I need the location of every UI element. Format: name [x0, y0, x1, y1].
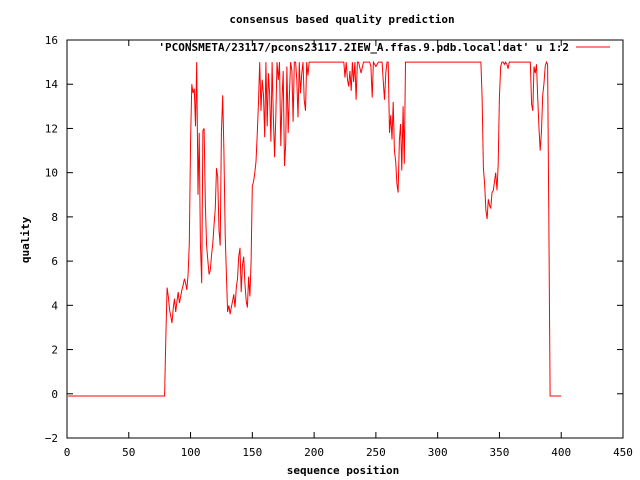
y-axis-label: quality: [19, 216, 32, 263]
chart-title: consensus based quality prediction: [229, 13, 454, 26]
x-tick-label: 250: [366, 446, 386, 459]
x-tick-label: 50: [122, 446, 135, 459]
y-tick-label: 6: [51, 255, 58, 268]
series-line: [68, 60, 562, 397]
axis-ticks: 0 50 100 150 200 250 300 350 400 450 −2 0 2 4 6 8 10 12 14…: [45, 34, 633, 459]
x-tick-label: 400: [551, 446, 571, 459]
x-tick-label: 100: [181, 446, 201, 459]
x-axis-label: sequence position: [287, 464, 400, 477]
plot-frame: [66, 39, 624, 439]
legend: 'PCONSMETA/23117/pcons23117.2IEW_A.ffas.…: [158, 41, 610, 54]
y-tick-label: −2: [45, 432, 58, 445]
y-tick-label: 0: [51, 388, 58, 401]
y-tick-label: 8: [51, 211, 58, 224]
y-tick-label: 2: [51, 344, 58, 357]
x-tick-label: 0: [64, 446, 71, 459]
x-tick-label: 350: [490, 446, 510, 459]
series-layer: [68, 60, 562, 397]
y-tick-label: 16: [45, 34, 58, 47]
y-tick-label: 12: [45, 122, 58, 135]
x-tick-label: 450: [613, 446, 633, 459]
y-tick-label: 4: [51, 299, 58, 312]
y-tick-label: 10: [45, 167, 58, 180]
x-tick-label: 200: [304, 446, 324, 459]
x-tick-label: 150: [242, 446, 262, 459]
legend-label: 'PCONSMETA/23117/pcons23117.2IEW_A.ffas.…: [158, 41, 569, 54]
x-tick-label: 300: [428, 446, 448, 459]
y-tick-label: 14: [45, 78, 59, 91]
